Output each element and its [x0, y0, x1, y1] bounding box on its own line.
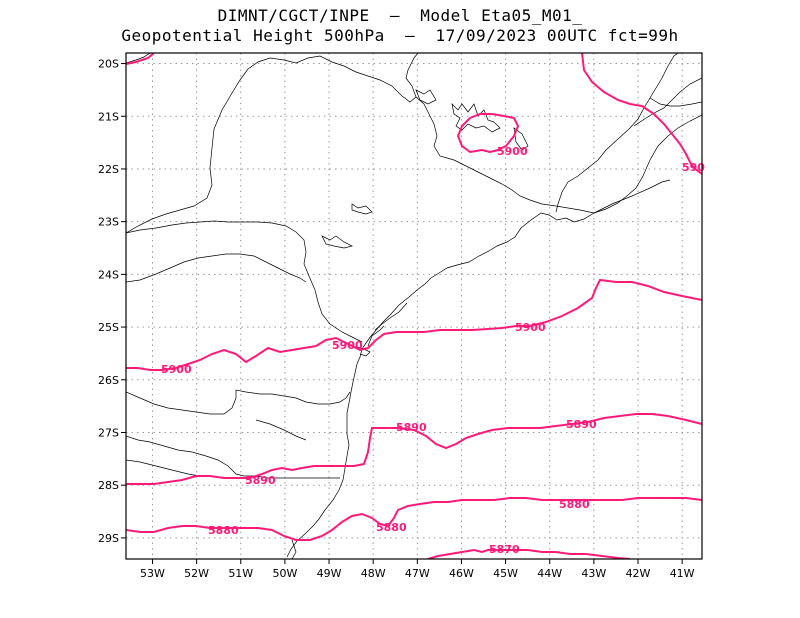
contour-5880-main	[126, 497, 702, 541]
contour-label: 5890	[396, 421, 427, 434]
y-tick-label: 28S	[98, 479, 119, 492]
x-tick-label: 49W	[317, 567, 342, 580]
state-boundary	[126, 53, 419, 234]
x-tick-label: 41W	[670, 567, 695, 580]
contour-5900-main	[126, 278, 702, 371]
y-tick-label: 23S	[98, 216, 119, 229]
map-title-line1: DIMNT/CGCT/INPE — Model Eta05_M01_	[217, 6, 583, 25]
y-tick-label: 27S	[98, 427, 119, 440]
y-tick-label: 25S	[98, 321, 119, 334]
x-tick-label: 52W	[184, 567, 209, 580]
y-axis: 20S 21S 22S 23S 24S 25S 26S 27S 28S 29S	[98, 58, 126, 545]
contour-label: 5900	[515, 321, 546, 334]
graticule	[126, 53, 702, 559]
contour-5900-nw	[126, 53, 155, 65]
contour-label: 5900	[161, 363, 192, 376]
contour-label: 5900	[497, 145, 528, 158]
x-tick-label: 53W	[140, 567, 165, 580]
contour-label: 5880	[376, 521, 407, 534]
contour-label: 5900	[332, 339, 363, 352]
x-tick-label: 44W	[537, 567, 562, 580]
coastline-boundaries	[126, 53, 702, 559]
x-axis: 53W 52W 51W 50W 49W 48W 47W 46W 45W 44W 43W 42W 41W	[140, 559, 695, 580]
contour-5890-main	[126, 413, 702, 485]
coastline	[286, 212, 595, 558]
contour-labels: 5900 5900 5900 5900 590 5890 5890 5890 5…	[161, 145, 705, 556]
x-tick-label: 48W	[361, 567, 386, 580]
y-tick-label: 21S	[98, 110, 119, 123]
map-title-line2: Geopotential Height 500hPa — 17/09/2023 …	[121, 26, 679, 45]
x-tick-label: 45W	[493, 567, 518, 580]
y-tick-label: 22S	[98, 163, 119, 176]
y-tick-label: 26S	[98, 374, 119, 387]
y-tick-label: 20S	[98, 58, 119, 71]
contour-label: 5870	[489, 543, 520, 556]
map-frame	[125, 52, 703, 560]
contour-5900-inland-loop	[456, 113, 520, 154]
contour-label: 5890	[245, 474, 276, 487]
y-tick-label: 29S	[98, 532, 119, 545]
x-tick-label: 50W	[272, 567, 297, 580]
x-tick-label: 47W	[405, 567, 430, 580]
contour-label: 590	[682, 161, 705, 174]
x-tick-label: 46W	[449, 567, 474, 580]
y-tick-label: 24S	[98, 268, 119, 281]
contour-5870-main	[427, 548, 631, 559]
contour-lines	[126, 53, 702, 559]
x-tick-label: 43W	[581, 567, 606, 580]
x-tick-label: 42W	[626, 567, 651, 580]
contour-label: 5880	[559, 498, 590, 511]
contour-label: 5890	[566, 418, 597, 431]
contour-label: 5880	[208, 524, 239, 537]
x-tick-label: 51W	[228, 567, 253, 580]
contour-5900-ne	[581, 53, 702, 175]
